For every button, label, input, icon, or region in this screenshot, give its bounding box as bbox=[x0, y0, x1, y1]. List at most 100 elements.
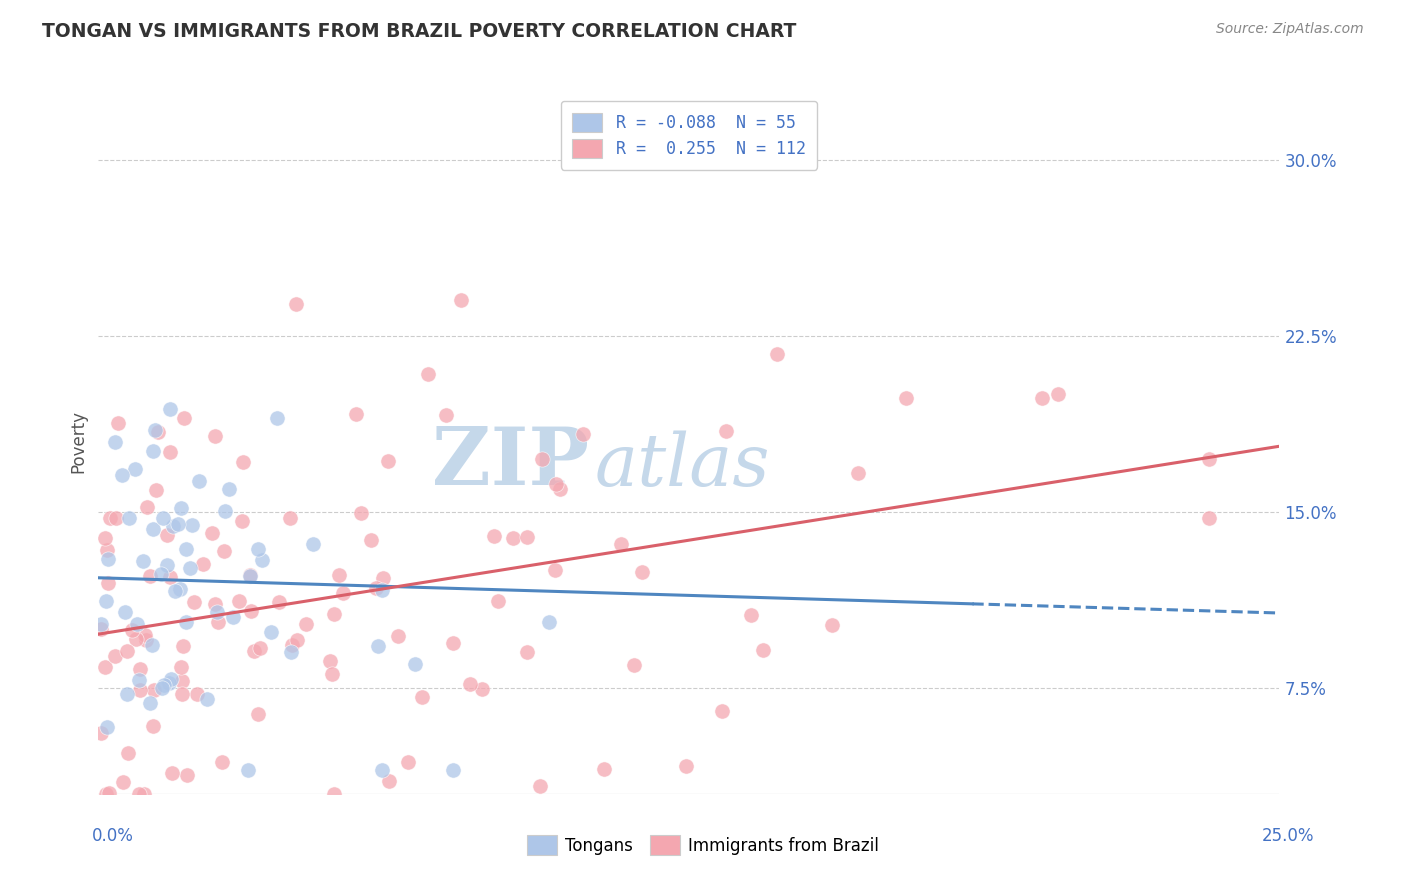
Point bbox=[572, 427, 595, 442]
Point bbox=[160, 765, 183, 780]
Point bbox=[150, 567, 173, 582]
Point bbox=[132, 787, 155, 801]
Point bbox=[404, 657, 426, 671]
Point bbox=[548, 482, 571, 496]
Point bbox=[1198, 510, 1220, 524]
Point bbox=[170, 659, 193, 673]
Point bbox=[139, 696, 162, 710]
Point bbox=[531, 452, 554, 467]
Point bbox=[218, 482, 240, 496]
Point bbox=[1047, 387, 1070, 401]
Text: TONGAN VS IMMIGRANTS FROM BRAZIL POVERTY CORRELATION CHART: TONGAN VS IMMIGRANTS FROM BRAZIL POVERTY… bbox=[42, 22, 797, 41]
Point bbox=[269, 594, 291, 608]
Point bbox=[260, 624, 283, 639]
Point bbox=[167, 516, 190, 531]
Point bbox=[471, 682, 494, 697]
Point bbox=[516, 645, 538, 659]
Point bbox=[1198, 451, 1220, 466]
Point bbox=[98, 511, 121, 525]
Point bbox=[285, 297, 308, 311]
Y-axis label: Poverty: Poverty bbox=[69, 410, 87, 473]
Point bbox=[321, 667, 343, 681]
Point bbox=[115, 687, 138, 701]
Point bbox=[377, 774, 399, 789]
Point bbox=[364, 582, 387, 596]
Point bbox=[222, 610, 245, 624]
Point bbox=[169, 501, 191, 516]
Point bbox=[114, 605, 136, 619]
Point bbox=[450, 293, 472, 308]
Point bbox=[155, 558, 177, 572]
Point bbox=[125, 617, 148, 632]
Point bbox=[434, 409, 457, 423]
Point bbox=[195, 692, 218, 706]
Point bbox=[143, 423, 166, 437]
Point bbox=[174, 615, 197, 629]
Point bbox=[128, 673, 150, 687]
Point bbox=[129, 662, 152, 676]
Point bbox=[238, 764, 260, 778]
Point bbox=[319, 654, 342, 668]
Point bbox=[243, 643, 266, 657]
Point bbox=[266, 411, 288, 425]
Point bbox=[135, 632, 157, 647]
Point bbox=[128, 787, 150, 801]
Point bbox=[302, 536, 325, 550]
Point bbox=[278, 510, 301, 524]
Point bbox=[418, 367, 440, 381]
Point bbox=[90, 726, 112, 740]
Point bbox=[96, 543, 118, 558]
Point bbox=[156, 528, 179, 542]
Legend: R = -0.088  N = 55, R =  0.255  N = 112: R = -0.088 N = 55, R = 0.255 N = 112 bbox=[561, 101, 817, 169]
Point bbox=[377, 454, 399, 468]
Point bbox=[350, 506, 373, 520]
Point bbox=[112, 775, 135, 789]
Point bbox=[846, 467, 869, 481]
Point bbox=[484, 528, 506, 542]
Point bbox=[134, 628, 156, 642]
Point bbox=[176, 767, 198, 781]
Point bbox=[142, 522, 165, 536]
Point bbox=[710, 704, 733, 718]
Point bbox=[610, 537, 633, 551]
Point bbox=[516, 531, 538, 545]
Point bbox=[246, 707, 269, 722]
Point bbox=[153, 678, 176, 692]
Point bbox=[675, 758, 697, 772]
Point bbox=[360, 533, 382, 548]
Point bbox=[544, 477, 567, 491]
Point bbox=[93, 532, 115, 546]
Point bbox=[631, 565, 654, 579]
Point bbox=[280, 639, 302, 653]
Point bbox=[460, 677, 482, 691]
Point bbox=[592, 762, 614, 776]
Point bbox=[228, 594, 250, 608]
Point bbox=[529, 780, 551, 794]
Point bbox=[370, 764, 392, 778]
Point bbox=[125, 632, 148, 646]
Text: atlas: atlas bbox=[595, 431, 770, 501]
Point bbox=[396, 755, 419, 769]
Point bbox=[159, 676, 181, 690]
Point bbox=[90, 616, 112, 631]
Point bbox=[97, 786, 120, 800]
Point bbox=[159, 401, 181, 416]
Point bbox=[104, 510, 127, 524]
Text: Source: ZipAtlas.com: Source: ZipAtlas.com bbox=[1216, 22, 1364, 37]
Point bbox=[117, 746, 139, 760]
Point bbox=[139, 568, 162, 582]
Point bbox=[207, 606, 229, 620]
Point bbox=[371, 571, 394, 585]
Point bbox=[97, 576, 120, 591]
Point bbox=[165, 583, 187, 598]
Point bbox=[162, 519, 184, 533]
Point bbox=[239, 568, 262, 582]
Point bbox=[287, 633, 309, 648]
Point bbox=[191, 557, 214, 571]
Point bbox=[186, 686, 208, 700]
Point bbox=[172, 639, 194, 653]
Point bbox=[1031, 391, 1053, 405]
Point bbox=[252, 553, 274, 567]
Point bbox=[538, 615, 561, 629]
Point bbox=[207, 615, 229, 630]
